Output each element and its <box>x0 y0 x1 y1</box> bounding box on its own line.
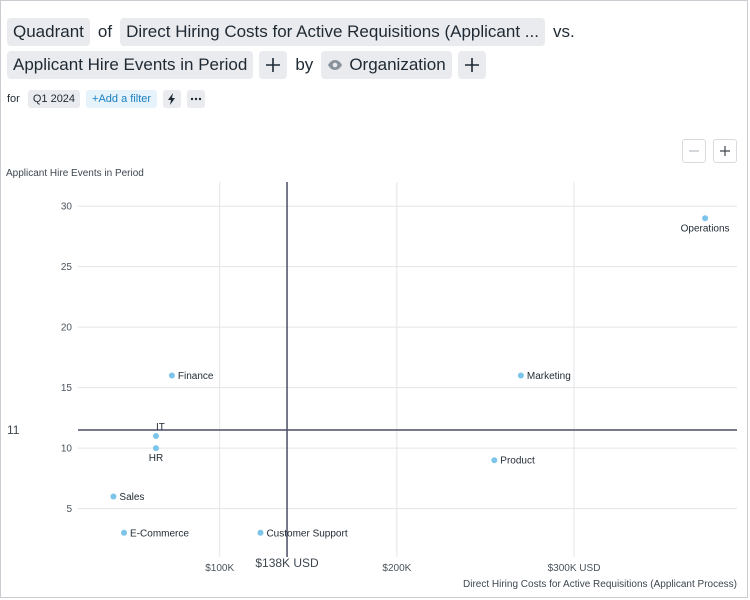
add-group-button[interactable] <box>457 51 486 79</box>
y-tick-label: 25 <box>61 262 73 273</box>
data-point[interactable] <box>257 529 264 536</box>
vs-word: vs. <box>552 22 575 41</box>
data-point[interactable] <box>491 457 498 464</box>
add-filter-button[interactable]: +Add a filter <box>86 90 158 108</box>
by-word: by <box>295 55 314 74</box>
x-median-label: $138K USD <box>255 556 319 570</box>
data-point-label: E-Commerce <box>130 528 189 539</box>
x-axis-title: Direct Hiring Costs for Active Requisiti… <box>463 579 737 590</box>
data-point-label: Operations <box>681 223 730 234</box>
y-tick-label: 20 <box>61 323 73 334</box>
plus-icon <box>720 146 730 156</box>
add-metric-button[interactable] <box>259 51 288 79</box>
data-point-label: Product <box>500 456 535 467</box>
plus-icon <box>266 58 281 72</box>
query-row-2: Applicant Hire Events in Period by Organ… <box>7 51 486 79</box>
more-options-button[interactable] <box>187 90 206 108</box>
plus-icon <box>464 58 479 72</box>
group-by-chip[interactable]: Organization <box>321 51 452 79</box>
for-label: for <box>7 93 20 105</box>
y-tick-label: 30 <box>61 202 73 213</box>
eye-icon <box>328 60 343 70</box>
data-point-label: Sales <box>119 492 144 503</box>
insights-button[interactable] <box>163 90 182 108</box>
x-metric-chip[interactable]: Direct Hiring Costs for Active Requisiti… <box>120 18 545 46</box>
y-axis-title: Applicant Hire Events in Period <box>6 168 144 179</box>
query-row-1: Quadrant of Direct Hiring Costs for Acti… <box>7 18 583 46</box>
visualization-type-chip[interactable]: Quadrant <box>7 18 90 46</box>
of-word: of <box>97 22 113 41</box>
filter-row: for Q1 2024 +Add a filter <box>7 90 211 108</box>
data-point-label: Customer Support <box>266 528 347 539</box>
zoom-in-button[interactable] <box>713 139 737 163</box>
data-point[interactable] <box>168 372 175 379</box>
y-tick-label: 10 <box>61 444 73 455</box>
minus-icon <box>689 150 699 152</box>
period-chip[interactable]: Q1 2024 <box>27 90 81 108</box>
zoom-out-button[interactable] <box>682 139 706 163</box>
data-point-label: IT <box>156 422 165 433</box>
data-point-label: Marketing <box>527 371 571 382</box>
bolt-icon <box>168 93 176 105</box>
data-point[interactable] <box>517 372 524 379</box>
data-point[interactable] <box>152 445 159 452</box>
data-point[interactable] <box>152 433 159 440</box>
data-point-label: Finance <box>178 371 214 382</box>
data-point[interactable] <box>702 215 709 222</box>
y-metric-chip[interactable]: Applicant Hire Events in Period <box>7 51 254 79</box>
x-tick-label: $200K <box>382 563 411 574</box>
y-tick-label: 15 <box>61 383 73 394</box>
data-point[interactable] <box>121 529 128 536</box>
y-tick-label: 5 <box>66 504 72 515</box>
data-point[interactable] <box>110 493 117 500</box>
group-by-label: Organization <box>349 55 446 74</box>
data-point-label: HR <box>149 453 163 464</box>
x-tick-label: $100K <box>205 563 234 574</box>
y-median-label: 11 <box>7 423 20 437</box>
more-icon <box>190 97 202 101</box>
x-tick-label: $300K USD <box>548 563 601 574</box>
